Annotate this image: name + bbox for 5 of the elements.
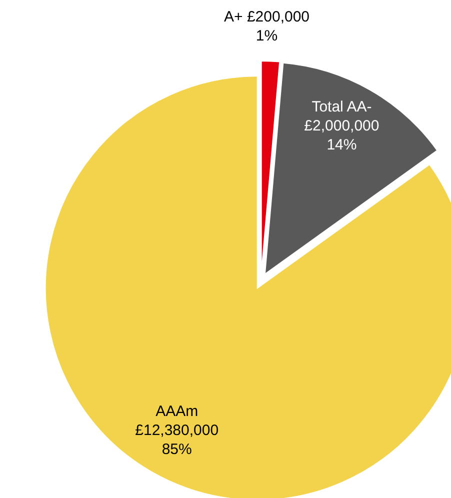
slice-label: Total AA- bbox=[312, 98, 372, 115]
data-label: £2,000,000 14% bbox=[304, 116, 380, 153]
slice-label: AAAm bbox=[156, 402, 198, 420]
slice-label: A+ £200,000 1% bbox=[224, 8, 310, 44]
data-label: £12,380,000 85% bbox=[135, 422, 219, 458]
